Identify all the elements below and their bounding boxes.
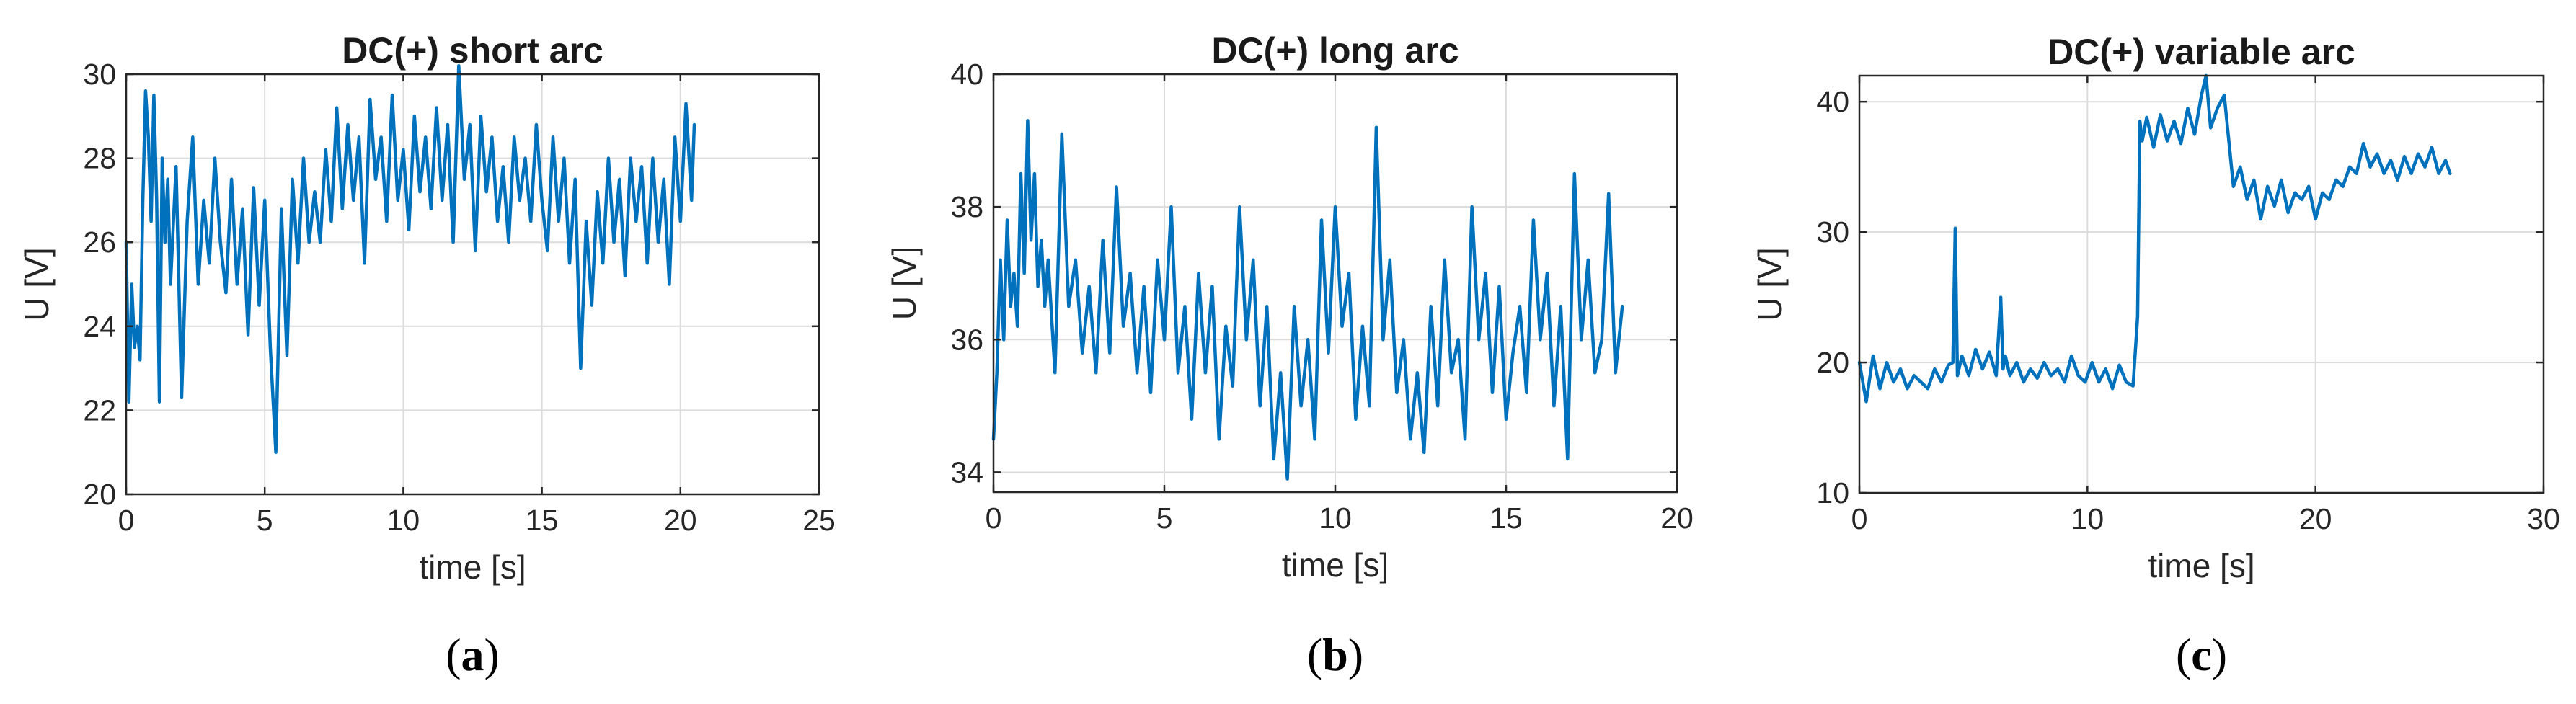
panel-label: (c) bbox=[2176, 629, 2227, 680]
y-tick-label: 22 bbox=[83, 393, 116, 427]
panel-label-open-paren: ( bbox=[446, 629, 461, 680]
x-tick-label: 0 bbox=[1851, 502, 1868, 535]
y-tick-label: 40 bbox=[1816, 85, 1849, 118]
x-tick-label: 0 bbox=[986, 502, 1002, 535]
x-axis-label: time [s] bbox=[419, 548, 526, 586]
y-axis-label: U [V] bbox=[18, 247, 56, 321]
x-tick-label: 25 bbox=[802, 504, 836, 537]
x-tick-label: 0 bbox=[118, 504, 135, 537]
series-line bbox=[124, 64, 696, 454]
y-tick-label: 28 bbox=[83, 142, 116, 175]
series-line bbox=[1857, 73, 2452, 404]
y-tick-label: 24 bbox=[83, 310, 116, 343]
y-tick-label: 38 bbox=[950, 190, 983, 223]
panel-label: (b) bbox=[1307, 629, 1363, 680]
y-axis-label: U [V] bbox=[885, 246, 923, 320]
panel-label-open-paren: ( bbox=[2176, 629, 2191, 680]
y-tick-label: 36 bbox=[950, 323, 983, 356]
panel-label-letter: c bbox=[2191, 629, 2211, 680]
panel-label-close-paren: ) bbox=[1348, 629, 1363, 680]
y-tick-label: 20 bbox=[83, 478, 116, 511]
y-tick-label: 20 bbox=[1816, 346, 1849, 379]
axes-frame bbox=[1858, 74, 2545, 494]
chart-panel-a: 0 5 10 15 20 25 20 22 24 26 28 30 DC(+) short arc tim… bbox=[18, 30, 836, 680]
y-tick-label: 26 bbox=[83, 226, 116, 259]
x-tick-label: 5 bbox=[1156, 502, 1173, 535]
panel-label-letter: b bbox=[1322, 629, 1348, 680]
plot-area bbox=[1859, 76, 2544, 493]
panel-label-letter: a bbox=[461, 629, 484, 680]
x-tick-label: 10 bbox=[2071, 502, 2104, 535]
plot-area bbox=[126, 74, 819, 494]
chart-panel-b: 0 5 10 15 20 34 36 38 40 DC(+) long arc time [s] U … bbox=[885, 30, 1694, 680]
x-axis-label: time [s] bbox=[1282, 546, 1389, 584]
x-tick-label: 15 bbox=[1490, 502, 1523, 535]
y-tick-label: 10 bbox=[1816, 476, 1849, 509]
panel-label-close-paren: ) bbox=[2212, 629, 2227, 680]
x-axis-label: time [s] bbox=[2148, 547, 2254, 584]
chart-title: DC(+) variable arc bbox=[2048, 32, 2355, 72]
x-tick-label: 20 bbox=[1660, 502, 1694, 535]
series-line bbox=[991, 119, 1624, 481]
chart-title: DC(+) long arc bbox=[1211, 30, 1459, 71]
x-tick-label: 10 bbox=[1319, 502, 1352, 535]
chart-title: DC(+) short arc bbox=[342, 30, 603, 71]
x-tick-label: 10 bbox=[387, 504, 420, 537]
y-tick-label: 34 bbox=[950, 455, 983, 489]
x-tick-label: 15 bbox=[526, 504, 559, 537]
y-axis-label: U [V] bbox=[1751, 247, 1789, 321]
x-tick-label: 5 bbox=[257, 504, 273, 537]
x-tick-label: 20 bbox=[664, 504, 697, 537]
y-tick-label: 30 bbox=[1816, 215, 1849, 249]
panel-label: (a) bbox=[446, 629, 500, 680]
x-tick-label: 30 bbox=[2527, 502, 2560, 535]
y-tick-label: 30 bbox=[83, 58, 116, 91]
y-tick-label: 40 bbox=[950, 58, 983, 91]
axes-frame bbox=[125, 73, 820, 496]
x-tick-label: 20 bbox=[2299, 502, 2332, 535]
panel-label-close-paren: ) bbox=[484, 629, 500, 680]
panel-label-open-paren: ( bbox=[1307, 629, 1322, 680]
